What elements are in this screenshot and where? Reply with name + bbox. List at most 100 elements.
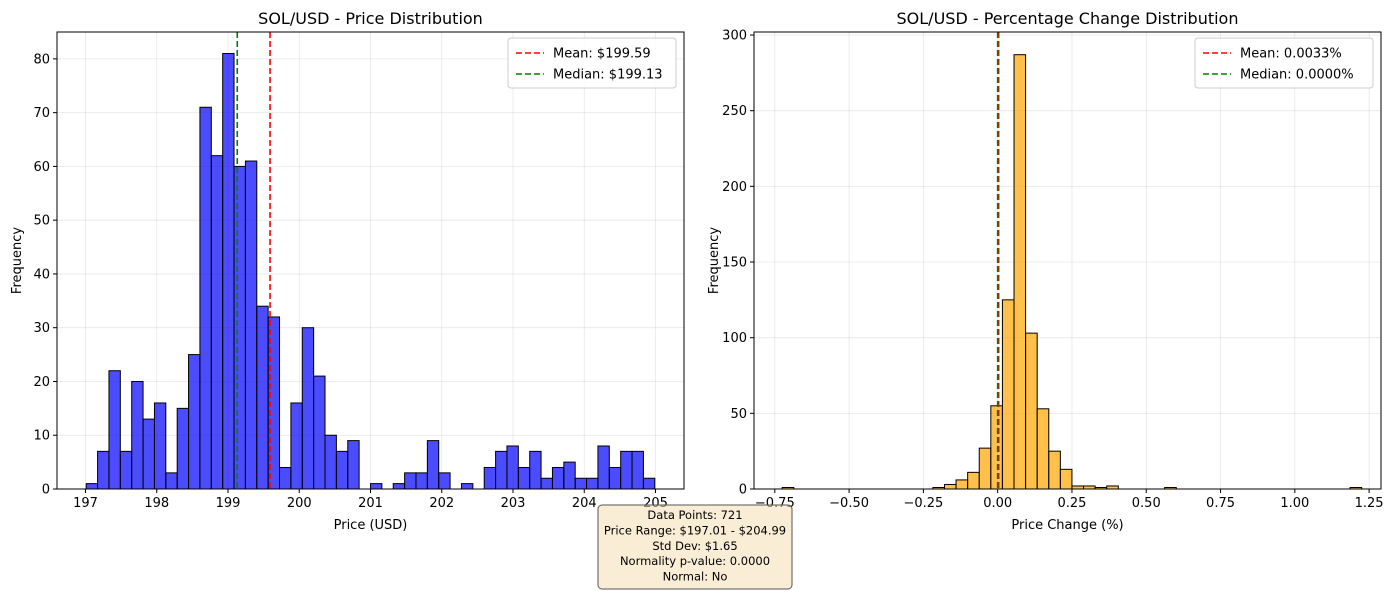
x-tick-label: 200 [287, 496, 312, 511]
histogram-bar [631, 450, 644, 490]
histogram-bar [347, 440, 360, 490]
legend-box [507, 37, 677, 89]
histogram-bar [608, 466, 622, 490]
histogram-bar [495, 450, 508, 490]
histogram-bar [955, 479, 969, 490]
y-axis-label: Frequency [10, 227, 25, 294]
x-tick-label: 0.25 [1057, 496, 1086, 511]
histogram-bar [313, 375, 326, 490]
x-tick-label: 0.50 [1132, 496, 1161, 511]
x-tick-label: 197 [73, 496, 98, 511]
histogram-bar [967, 471, 980, 490]
histogram-bar [142, 418, 155, 490]
legend-entry: Median: 0.0000% [1240, 68, 1354, 83]
y-tick-label: 250 [722, 104, 747, 119]
y-tick-label: 20 [33, 375, 50, 390]
x-tick-label: 201 [358, 496, 383, 511]
histogram-bar [517, 466, 531, 490]
histogram-bar [438, 472, 451, 490]
x-tick-label: −0.50 [829, 496, 869, 511]
y-tick-label: 80 [33, 52, 50, 67]
histogram-bar [301, 327, 315, 490]
price-distribution-panel: 197 198 199 200 201 202 203 204 2050102030405060… [10, 9, 685, 533]
y-tick-label: 50 [730, 407, 747, 422]
legend-box [1194, 37, 1374, 89]
histogram-bar [990, 405, 1003, 490]
x-tick-label: 204 [572, 496, 597, 511]
x-tick-label: 1.25 [1355, 496, 1384, 511]
histogram-bar [279, 466, 292, 490]
y-tick-label: 0 [739, 483, 747, 498]
histogram-bar [597, 445, 610, 490]
histogram-bar [1025, 332, 1038, 490]
y-tick-label: 50 [33, 214, 50, 229]
histogram-bar [131, 380, 144, 490]
histogram-bar [574, 477, 588, 490]
histogram-bar [335, 450, 349, 490]
stats-line: Std Dev: $1.65 [652, 539, 737, 553]
histogram-bar [426, 440, 440, 490]
x-tick-label: 203 [501, 496, 526, 511]
histogram-bar [620, 450, 633, 490]
stats-line: Normal: No [663, 570, 728, 584]
histogram-bar [153, 402, 167, 490]
histogram-bar [290, 402, 303, 490]
histogram-bar [563, 461, 576, 490]
histogram-bar [483, 466, 497, 490]
axes-frame [753, 31, 1382, 490]
stats-line: Data Points: 721 [647, 508, 742, 522]
histogram-bar [1048, 450, 1061, 490]
histogram-bar [108, 370, 121, 490]
x-tick-label: 0.00 [983, 496, 1012, 511]
histogram-bar [460, 483, 474, 490]
histogram-bar [256, 305, 269, 490]
percentage-change-distribution-panel: −0.75 −0.50 −0.25 0.00 0.25 0.50 0.75 1.00 1.250… [707, 9, 1384, 533]
y-tick-label: 0 [42, 483, 50, 498]
legend-entry: Median: $199.13 [553, 68, 663, 83]
x-tick-label: 1.00 [1280, 496, 1309, 511]
histogram-bar [165, 472, 178, 490]
histogram-bar [506, 445, 519, 490]
histogram-bar [551, 466, 565, 490]
y-axis-label: Frequency [707, 227, 722, 294]
legend-entry: Mean: $199.59 [553, 47, 651, 62]
stats-line: Price Range: $197.01 - $204.99 [604, 523, 786, 537]
stats-box-background [597, 504, 793, 590]
y-tick-label: 100 [722, 331, 747, 346]
y-tick-label: 200 [722, 180, 747, 195]
histogram-bar [392, 483, 406, 490]
histogram-bar [210, 155, 224, 490]
chart-title: SOL/USD - Price Distribution [258, 9, 483, 28]
histogram-bar [233, 165, 246, 490]
histogram-bar [176, 407, 190, 490]
x-axis-label: Price Change (%) [1011, 518, 1123, 533]
x-tick-label: 199 [216, 496, 241, 511]
histogram-bar [244, 160, 258, 490]
y-tick-label: 70 [33, 106, 50, 121]
histogram-bar [188, 354, 201, 490]
legend-entry: Mean: 0.0033% [1240, 47, 1342, 62]
x-tick-label: −0.25 [903, 496, 943, 511]
y-tick-label: 10 [33, 429, 50, 444]
stats-line: Normality p-value: 0.0000 [620, 554, 770, 568]
histogram-bar [97, 450, 110, 490]
x-tick-label: 202 [429, 496, 454, 511]
histogram-bar [222, 53, 235, 490]
histogram-bar [119, 450, 133, 490]
y-tick-label: 150 [722, 256, 747, 271]
histogram-bar [85, 483, 99, 490]
histogram-bar [199, 106, 212, 490]
histogram-bar [529, 450, 542, 490]
y-tick-label: 300 [722, 29, 747, 44]
histogram-bar [1013, 54, 1027, 490]
y-tick-label: 40 [33, 267, 50, 282]
x-tick-label: 0.75 [1206, 496, 1235, 511]
y-tick-label: 60 [33, 160, 50, 175]
histogram-bar [1036, 408, 1050, 490]
histogram-bar [978, 447, 992, 490]
histogram-bar [1001, 299, 1015, 490]
chart-title: SOL/USD - Percentage Change Distribution [897, 9, 1239, 28]
histogram-bar [642, 477, 656, 490]
